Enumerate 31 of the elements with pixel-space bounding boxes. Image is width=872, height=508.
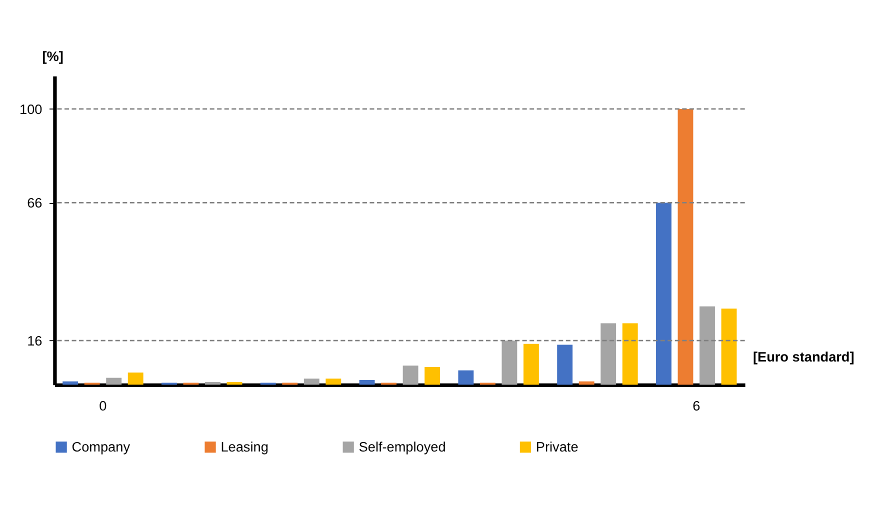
- bar: [523, 344, 539, 385]
- y-tick-label: 16: [27, 334, 42, 349]
- bar: [578, 381, 594, 385]
- bar: [304, 378, 320, 385]
- legend-label: Private: [536, 440, 578, 455]
- x-axis-title: [Euro standard]: [752, 350, 854, 365]
- bar: [424, 367, 440, 385]
- legend-label: Self-employed: [358, 440, 446, 455]
- bar: [721, 308, 737, 385]
- bar: [205, 382, 220, 385]
- x-tick-label: 0: [99, 398, 108, 414]
- bar: [326, 378, 342, 385]
- bar: [700, 306, 715, 385]
- x-tick-label: 6: [692, 398, 700, 414]
- y-axis-title: [%]: [42, 48, 64, 64]
- bar: [62, 381, 78, 385]
- bar: [622, 323, 638, 385]
- bar: [359, 380, 375, 385]
- bar: [600, 323, 616, 385]
- bar: [128, 372, 144, 385]
- bar: [402, 366, 418, 385]
- bar: [458, 370, 474, 385]
- bar: [656, 202, 672, 385]
- y-tick-label: 100: [20, 102, 43, 117]
- bar: [678, 108, 694, 385]
- bar: [106, 378, 122, 385]
- y-tick-label: 66: [27, 196, 42, 211]
- bar: [557, 344, 573, 385]
- bar: [502, 340, 518, 385]
- legend-label: Leasing: [220, 440, 268, 455]
- legend-label: Company: [72, 440, 130, 455]
